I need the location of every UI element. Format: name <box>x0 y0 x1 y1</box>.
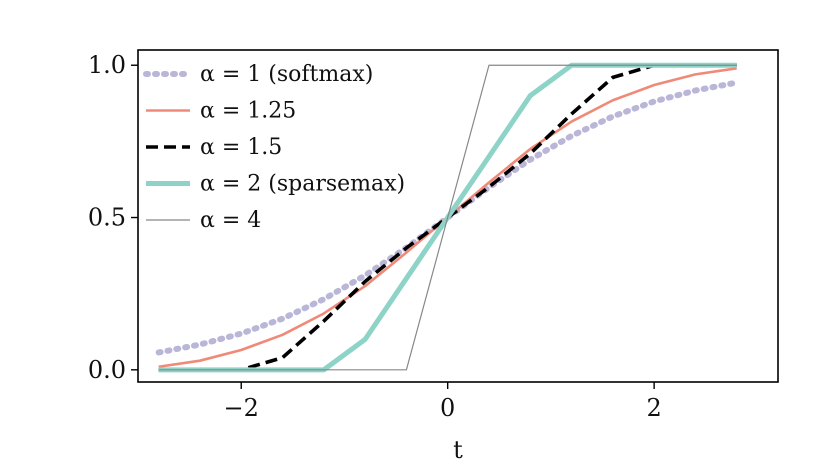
legend: α = 1 (softmax) α = 1.25 α = 1.5 α = 2 (spa… <box>143 62 405 233</box>
y-tick-label: 0.5 <box>88 204 126 232</box>
legend-label-2: α = 1.25 <box>200 99 296 124</box>
series-layer <box>155 62 740 373</box>
y-tick-label: 1.0 <box>88 51 126 79</box>
legend-label-4: α = 2 (sparsemax) <box>200 172 405 197</box>
legend-label-5: α = 4 <box>200 208 261 233</box>
ticks-layer: −2 0 2 0.0 0.5 1.0 <box>88 51 662 422</box>
plot-frame <box>137 49 779 383</box>
x-tick-label: −2 <box>224 394 259 422</box>
legend-label-3: α = 1.5 <box>200 135 282 160</box>
series-line-5 <box>158 64 737 371</box>
y-tick-label: 0.0 <box>88 356 126 384</box>
x-axis-label: t <box>453 436 463 464</box>
x-tick-label: 2 <box>646 394 661 422</box>
legend-label-1: α = 1 (softmax) <box>200 62 373 87</box>
x-tick-label: 0 <box>440 394 455 422</box>
